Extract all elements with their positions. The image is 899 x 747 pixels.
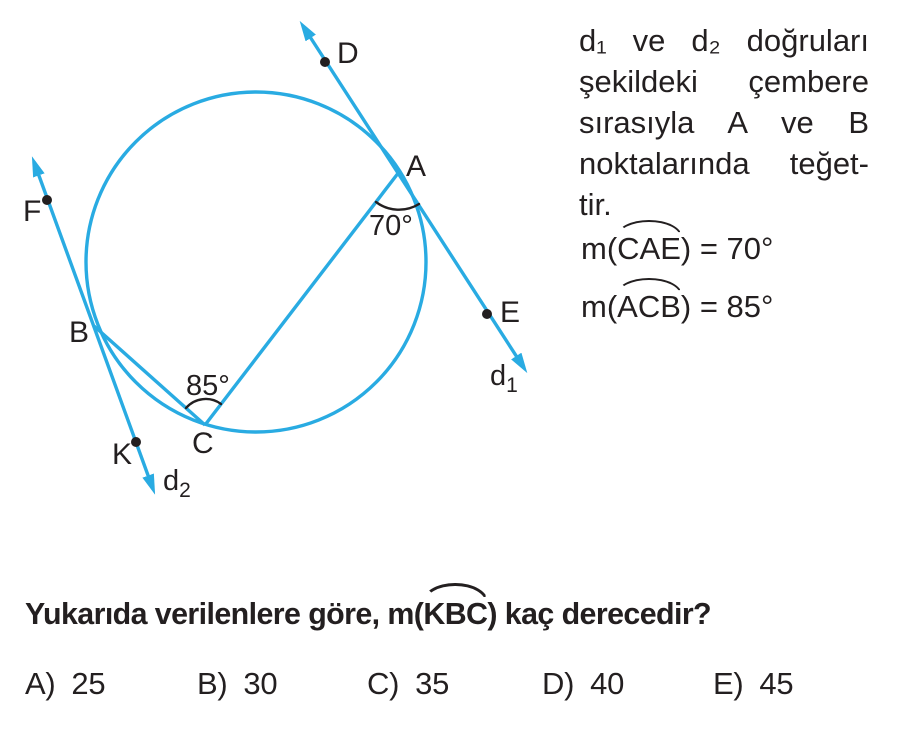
option-e-label: E) <box>713 666 744 701</box>
point-label-f: F <box>23 195 42 228</box>
given-acb-prefix: m( <box>581 289 618 324</box>
angle-label-70: 70° <box>369 210 413 242</box>
line-label-d1: d1 <box>490 360 518 397</box>
question-prefix: Yukarıda verilenlere göre, m( <box>25 596 424 631</box>
option-a[interactable]: A) 25 <box>25 666 106 701</box>
problem-statement: d₁ ve d₂ doğruları şekildeki çembere sır… <box>579 20 869 225</box>
arc-overline <box>422 583 489 603</box>
geometry-diagram <box>31 20 528 495</box>
chord-ac <box>203 170 401 427</box>
option-b[interactable]: B) 30 <box>197 666 278 701</box>
option-c-value: 35 <box>415 666 450 701</box>
option-a-label: A) <box>25 666 56 701</box>
given-angle-cae: m(CAE) = 70° <box>581 220 774 266</box>
point-label-e: E <box>500 296 521 329</box>
line-label-d2: d2 <box>163 465 191 502</box>
point-dot-f <box>42 195 52 205</box>
angle-arc-85 <box>184 397 223 410</box>
option-a-value: 25 <box>71 666 106 701</box>
problem-line-2: şekildeki çembere <box>579 64 869 99</box>
point-label-k: K <box>112 438 133 471</box>
point-dot-d <box>320 57 330 67</box>
point-label-b: B <box>69 316 90 349</box>
given-cae-arc-group: CAE <box>616 220 682 266</box>
option-b-value: 30 <box>243 666 278 701</box>
given-acb-letters: ACB <box>617 289 681 324</box>
given-cae-suffix: ) = 70° <box>680 231 774 266</box>
option-d-value: 40 <box>590 666 625 701</box>
option-d[interactable]: D) 40 <box>542 668 624 699</box>
given-cae-prefix: m( <box>581 231 618 266</box>
line-label-d1-base: d <box>490 360 507 392</box>
option-c-label: C) <box>367 666 400 701</box>
given-acb-suffix: ) = 85° <box>680 289 774 324</box>
option-e[interactable]: E) 45 <box>713 666 794 701</box>
angle-label-85: 85° <box>186 370 230 402</box>
question-arc-group: KBC <box>422 583 489 631</box>
angle-arc-70 <box>374 200 421 211</box>
line-label-d2-base: d <box>163 465 180 497</box>
arc-overline <box>616 220 682 237</box>
arc-overline <box>616 278 682 295</box>
point-label-d: D <box>337 37 359 70</box>
given-cae-letters: CAE <box>617 231 681 266</box>
problem-line-4: noktalarında teğet- <box>579 146 869 181</box>
point-dot-k <box>131 437 141 447</box>
problem-line-5: tir. <box>579 187 612 222</box>
problem-line-1: d₁ ve d₂ doğruları <box>579 23 869 58</box>
point-label-a: A <box>406 150 427 183</box>
question-arc-letters: KBC <box>423 596 488 631</box>
question-suffix: ) kaç derecedir? <box>487 596 712 631</box>
option-c[interactable]: C) 35 <box>367 668 449 699</box>
given-acb-arc-group: ACB <box>616 278 682 324</box>
point-dot-e <box>482 309 492 319</box>
option-d-label: D) <box>542 666 575 701</box>
option-e-value: 45 <box>759 666 794 701</box>
option-b-label: B) <box>197 666 228 701</box>
tangent-line-d2 <box>31 156 156 495</box>
line-label-d2-sub: 2 <box>179 479 191 502</box>
point-label-c: C <box>192 427 214 460</box>
question-text: Yukarıda verilenlere göre, m(KBC) kaç de… <box>25 583 712 631</box>
line-label-d1-sub: 1 <box>506 374 518 397</box>
circle <box>84 90 428 434</box>
problem-line-3: sırasıyla A ve B <box>579 105 869 140</box>
given-angle-acb: m(ACB) = 85° <box>581 278 774 324</box>
